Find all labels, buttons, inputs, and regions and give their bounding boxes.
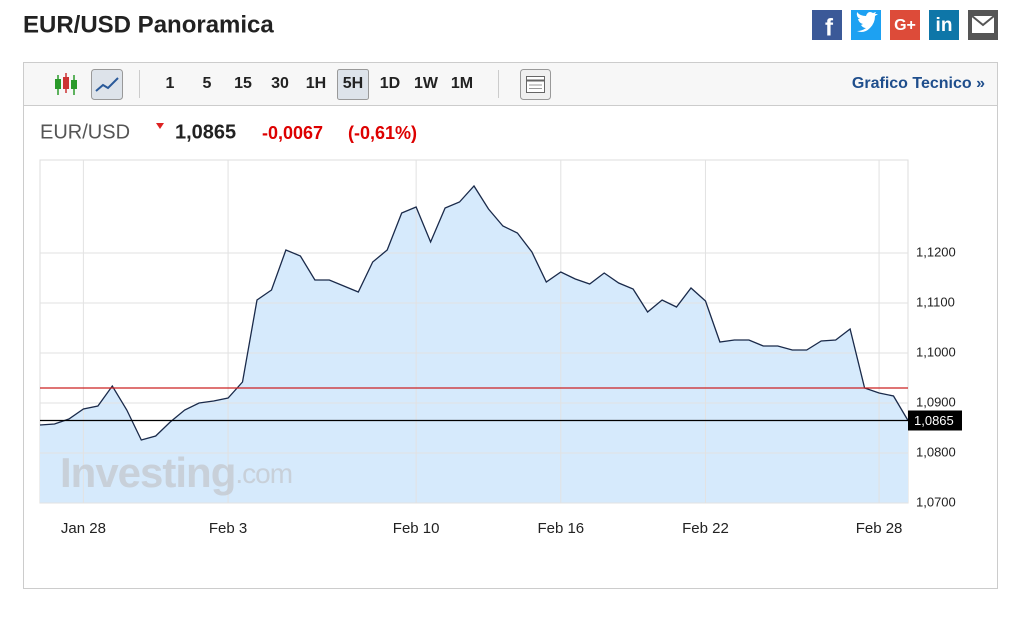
quote-price: 1,0865: [175, 121, 236, 143]
price-label-bg: [908, 410, 962, 431]
toolbar: [24, 63, 997, 105]
x-tick-label: Feb 22: [682, 520, 729, 537]
selected-interval: [337, 69, 369, 100]
x-tick-label: Feb 16: [537, 520, 584, 537]
y-tick-label: 1,0900: [916, 394, 956, 409]
x-tick-label: Jan 28: [61, 520, 106, 537]
interval-button[interactable]: 1W: [414, 75, 439, 92]
price-label: 1,0865: [914, 413, 954, 428]
watermark-part: Investing: [60, 449, 235, 496]
x-tick-label: Feb 3: [209, 520, 247, 537]
quote-change: -0,0067: [262, 123, 323, 143]
price-chart: Investing.com 1,0865 1,0700 1,0800 1,0900 1,1…: [39, 159, 962, 537]
x-tick-label: Feb 28: [856, 520, 903, 537]
share-label: f: [825, 14, 834, 41]
interval-button[interactable]: 5: [203, 75, 212, 92]
interval-button[interactable]: 1D: [380, 75, 400, 92]
y-tick-label: 1,1000: [916, 344, 956, 359]
quote-symbol: EUR/USD: [40, 121, 130, 143]
share-google[interactable]: G+: [890, 10, 920, 40]
interval-button[interactable]: 1M: [451, 75, 473, 92]
down-arrow: [156, 123, 164, 129]
y-tick-label: 1,0800: [916, 444, 956, 459]
line-button[interactable]: [91, 69, 123, 100]
price-line: [39, 184, 909, 441]
share-mail[interactable]: [968, 10, 998, 40]
interval-button[interactable]: 5H: [343, 75, 363, 92]
y-tick-label: 1,1100: [916, 294, 955, 309]
interval-button[interactable]: 1: [166, 75, 175, 92]
quote-change-pct: (-0,61%): [348, 123, 417, 143]
y-tick-label: 1,1200: [916, 244, 956, 259]
x-tick-label: Feb 10: [393, 520, 440, 537]
candles-button[interactable]: [55, 73, 77, 95]
interval-button[interactable]: 1H: [306, 75, 326, 92]
interval-button[interactable]: 30: [271, 75, 289, 92]
area-fill: [40, 186, 908, 503]
share-linkedin[interactable]: in: [929, 10, 959, 40]
watermark-part: .com: [235, 458, 292, 489]
share-label: G+: [894, 17, 916, 34]
page-title: EUR/USD Panoramica: [23, 11, 274, 38]
watermark: Investing.com: [60, 449, 292, 496]
share-twitter[interactable]: [851, 10, 881, 40]
y-tick-label: 1,0700: [916, 494, 956, 509]
interval-button[interactable]: 15: [234, 75, 252, 92]
share-label: in: [936, 15, 953, 36]
share-facebook[interactable]: f: [812, 10, 842, 41]
technical-chart-link[interactable]: Grafico Tecnico »: [852, 75, 985, 92]
table-button[interactable]: [520, 69, 551, 100]
